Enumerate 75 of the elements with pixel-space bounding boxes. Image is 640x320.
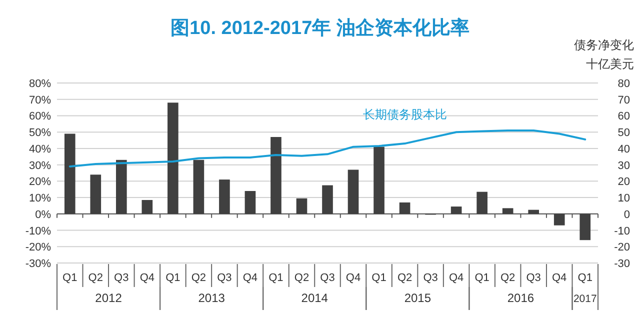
y2-tick-label: 80 [618, 78, 630, 90]
x-tick-label: Q1 [372, 272, 386, 284]
x-tick-label: Q3 [526, 272, 541, 284]
x-tick-label: Q4 [552, 272, 567, 284]
text: 2017 [573, 293, 597, 305]
bar [399, 202, 410, 214]
x-tick-label: Q4 [448, 272, 464, 284]
x-tick-label: Q3 [320, 272, 335, 284]
line-series [68, 129, 586, 168]
y-tick-label: -30% [25, 258, 52, 270]
y2-tick-label: 60 [618, 110, 630, 123]
y-tick-label: 40% [28, 143, 52, 156]
x-tick-label: Q4 [242, 272, 258, 284]
bar [476, 192, 488, 214]
bar [554, 214, 565, 226]
bar [142, 200, 153, 214]
bar [244, 191, 256, 214]
y2-tick-label: 0 [624, 208, 630, 221]
y-tick-label: -20% [25, 242, 52, 254]
y-tick-label: 70% [28, 94, 52, 106]
x-tick-label: Q1 [268, 272, 284, 284]
y-tick-label: -10% [25, 225, 52, 238]
bar [528, 210, 540, 214]
bar [296, 198, 308, 214]
chart-title: 图10. 2012-2017年 油企资本化比率 [170, 17, 470, 39]
x-tick-label: Q1 [166, 272, 180, 284]
bar [193, 160, 204, 214]
text: 2014 [301, 291, 328, 305]
bar [168, 102, 178, 214]
y2-tick-label: -10 [614, 225, 630, 238]
x-tick-label: Q4 [140, 272, 155, 284]
y2-tick-label: 30 [618, 160, 630, 172]
y-tick-label: 50% [28, 127, 52, 140]
x-tick-label: Q3 [423, 272, 438, 284]
text: 2016 [507, 291, 534, 305]
bar [450, 206, 462, 214]
x-tick-label: Q2 [88, 272, 103, 284]
x-tick-label: Q2 [294, 272, 310, 284]
y2-tick-label: 70 [618, 94, 630, 106]
y2-tick-label: 40 [618, 143, 630, 156]
bar [348, 170, 359, 214]
y-tick-label: 10% [28, 192, 52, 205]
y2-tick-label: -20 [614, 242, 630, 254]
x-tick-label: Q1 [474, 272, 490, 284]
bar [580, 214, 591, 240]
bar [219, 180, 230, 214]
x-tick-label: Q1 [578, 272, 592, 284]
x-tick-label: Q1 [62, 272, 78, 284]
y-tick-label: 30% [28, 160, 52, 172]
y2-tick-label: 50 [618, 127, 630, 140]
y-tick-label: 60% [28, 110, 52, 123]
x-tick-label: Q2 [397, 272, 412, 284]
y-tick-label: 80% [28, 78, 52, 90]
text: 2013 [198, 291, 226, 305]
x-tick-label: Q2 [500, 272, 516, 284]
text: 2015 [404, 291, 432, 305]
bar [270, 137, 282, 214]
bar [116, 160, 127, 214]
y-tick-label: 20% [28, 176, 52, 188]
bar [90, 174, 102, 214]
y-tick-label: 0% [35, 208, 52, 221]
x-tick-label: Q4 [346, 272, 361, 284]
bar [374, 146, 384, 214]
y2-tick-label: 10 [618, 192, 630, 205]
bar [502, 208, 514, 214]
y2-tick-label: 20 [618, 176, 630, 188]
y2-tick-label: -30 [614, 258, 630, 270]
text: 2012 [95, 291, 122, 305]
y2-axis-title: 债务净变化十亿美元 [573, 37, 634, 73]
x-tick-label: Q3 [217, 272, 232, 284]
bar [64, 134, 76, 214]
series-label: 长期债务股本比 [362, 107, 447, 122]
x-tick-label: Q3 [114, 272, 129, 284]
bar [322, 185, 333, 214]
x-tick-label: Q2 [191, 272, 206, 284]
